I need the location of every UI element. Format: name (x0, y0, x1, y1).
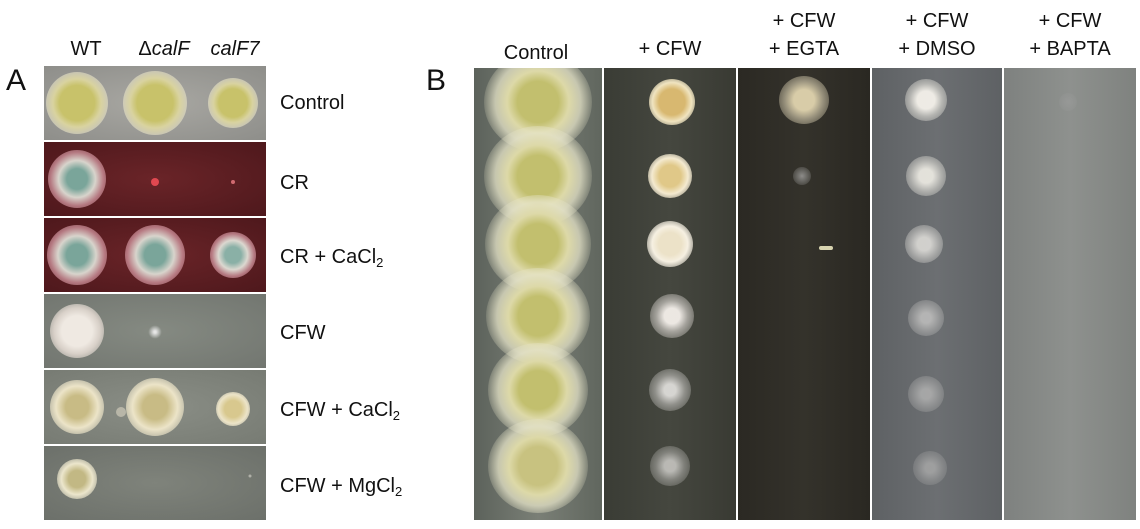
plate-a-control (44, 66, 266, 140)
colony (46, 72, 108, 134)
colony (488, 419, 588, 513)
strain-header-calf-deletion: ΔcalF (138, 38, 190, 60)
colony (125, 225, 185, 285)
colony (50, 380, 104, 434)
panel-letter-a: A (6, 64, 27, 97)
colony (123, 71, 187, 135)
colony (793, 167, 811, 185)
colony (116, 407, 126, 417)
plate-a-cfw (44, 294, 266, 368)
strain-header-calf7: calF7 (210, 38, 260, 60)
colony (779, 76, 829, 124)
colony (47, 225, 107, 285)
colony (48, 150, 106, 208)
colony (210, 232, 256, 278)
plate-a-cfw-mgcl2 (44, 446, 266, 520)
plate-a-cfw-cacl2 (44, 370, 266, 444)
colony (57, 459, 97, 499)
plate-a-cr (44, 142, 266, 216)
colony (905, 79, 947, 121)
colony (151, 178, 159, 186)
column-header-cfw-egta: + CFW + EGTA (768, 10, 840, 60)
plate-b-control (474, 68, 602, 520)
colony (905, 225, 943, 263)
colony (913, 451, 947, 485)
row-label-cr: CR (280, 172, 309, 194)
row-label-cfw-mgcl2: CFW + MgCl2 (280, 475, 403, 499)
row-label-cfw: CFW (280, 322, 326, 344)
colony (908, 376, 944, 412)
colony (649, 369, 691, 411)
colony (231, 180, 235, 184)
plate-b-cfw-dmso (872, 68, 1002, 520)
colony (648, 154, 692, 198)
column-header-cfw: + CFW (638, 38, 702, 60)
row-label-control: Control (280, 92, 345, 114)
plate-b-cfw (604, 68, 736, 520)
colony (906, 156, 946, 196)
colony (248, 474, 252, 478)
colony (819, 246, 833, 250)
colony (1059, 93, 1077, 111)
colony (650, 294, 694, 338)
plate-a-cr-cacl2 (44, 218, 266, 292)
colony (908, 300, 944, 336)
column-header-control: Control (503, 42, 569, 64)
colony (649, 79, 695, 125)
plate-b-cfw-egta (738, 68, 870, 520)
colony (650, 446, 690, 486)
colony (147, 324, 163, 340)
column-header-cfw-dmso: + CFW + DMSO (898, 10, 976, 60)
strain-header-wt: WT (70, 38, 102, 60)
plate-b-cfw-bapta (1004, 68, 1136, 520)
colony (50, 304, 104, 358)
colony (208, 78, 258, 128)
panel-letter-b: B (426, 64, 447, 97)
colony (126, 378, 184, 436)
column-header-cfw-bapta: + CFW + BAPTA (1029, 10, 1111, 60)
row-label-cfw-cacl2: CFW + CaCl2 (280, 399, 401, 423)
colony (647, 221, 693, 267)
row-label-cr-cacl2: CR + CaCl2 (280, 246, 384, 270)
colony (216, 392, 250, 426)
